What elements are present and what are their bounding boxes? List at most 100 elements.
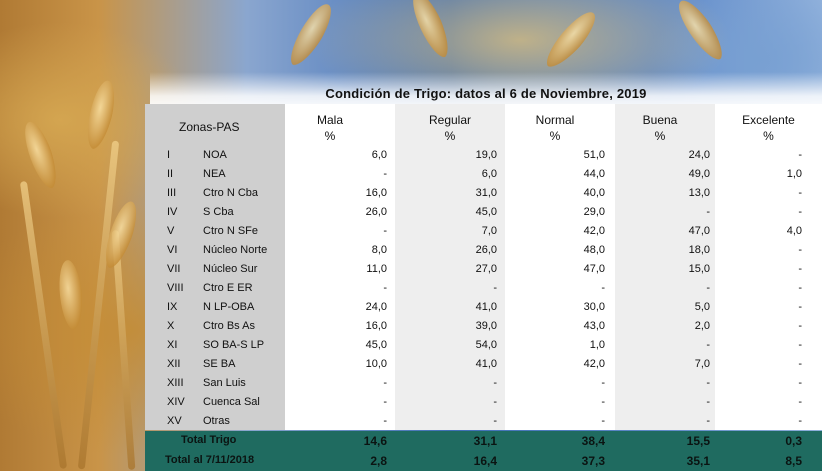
zone-number: VI [167, 244, 178, 256]
total-regular: 31,1 [473, 434, 497, 448]
header-buena: Buena % [615, 112, 705, 144]
total-buena: 15,5 [686, 434, 710, 448]
col-bg-regular [395, 104, 505, 430]
cell-buena: - [706, 339, 710, 351]
total-mala: 14,6 [363, 434, 387, 448]
cell-regular: - [493, 415, 497, 427]
table-row: XIV Cuenca Sal - - - - - [145, 393, 822, 412]
cell-regular: 31,0 [475, 187, 497, 199]
zone-name: Ctro N Cba [203, 187, 259, 199]
zone-name: Núcleo Sur [203, 263, 258, 275]
total-excelente: 0,3 [785, 434, 802, 448]
cell-regular: - [493, 282, 497, 294]
cell-normal: 48,0 [583, 244, 605, 256]
cell-excelente: 4,0 [786, 225, 802, 237]
cell-mala: 6,0 [371, 149, 387, 161]
header-label: Normal [535, 113, 575, 127]
cell-regular: 41,0 [475, 358, 497, 370]
zone-number: XIII [167, 377, 184, 389]
zone-name: SO BA-S LP [203, 339, 265, 351]
table-row: IV S Cba 26,0 45,0 29,0 - - [145, 203, 822, 222]
zone-name: Cuenca Sal [203, 396, 260, 408]
cell-normal: - [601, 396, 605, 408]
cell-mala: 10,0 [365, 358, 387, 370]
table-row: XV Otras - - - - - [145, 412, 822, 431]
cell-buena: - [706, 377, 710, 389]
col-bg-normal [505, 104, 615, 430]
table-row: I NOA 6,0 19,0 51,0 24,0 - [145, 146, 822, 165]
cell-mala: 24,0 [365, 301, 387, 313]
total-label: Total al 7/11/2018 [165, 454, 255, 466]
zone-name: Ctro E ER [203, 282, 253, 294]
zone-number: VIII [167, 282, 184, 294]
table-row: II NEA - 6,0 44,0 49,0 1,0 [145, 165, 822, 184]
zone-number: VII [167, 263, 181, 275]
header-mala: Mala % [285, 112, 375, 144]
zone-number: X [167, 320, 175, 332]
cell-buena: 24,0 [688, 149, 710, 161]
table-row: V Ctro N SFe - 7,0 42,0 47,0 4,0 [145, 222, 822, 241]
header-excelente: Excelente % [715, 112, 822, 144]
cell-normal: 44,0 [583, 168, 605, 180]
table-row: XIII San Luis - - - - - [145, 374, 822, 393]
zone-name: Ctro N SFe [203, 225, 259, 237]
zone-name: N LP-OBA [203, 301, 255, 313]
cell-mala: 16,0 [365, 187, 387, 199]
cell-mala: 8,0 [371, 244, 387, 256]
cell-mala: 11,0 [366, 263, 387, 275]
total-mala: 2,8 [370, 454, 387, 468]
total-normal: 37,3 [581, 454, 605, 468]
zone-name: Ctro Bs As [203, 320, 255, 332]
cell-buena: 7,0 [694, 358, 710, 370]
cell-excelente: - [798, 263, 802, 275]
header-label: Mala [316, 113, 343, 127]
zones-header: Zonas-PAS [179, 120, 240, 134]
cell-regular: 39,0 [475, 320, 497, 332]
page-title: Condición de Trigo: datos al 6 de Noviem… [325, 86, 647, 101]
total-buena: 35,1 [686, 454, 710, 468]
cell-excelente: - [798, 244, 802, 256]
zone-number: XI [167, 339, 178, 351]
cell-buena: 2,0 [694, 320, 710, 332]
cell-buena: 49,0 [688, 168, 710, 180]
table-row: IX N LP-OBA 24,0 41,0 30,0 5,0 - [145, 298, 822, 317]
cell-excelente: - [798, 206, 802, 218]
cell-mala: 16,0 [365, 320, 387, 332]
cell-mala: - [383, 168, 387, 180]
total-excelente: 8,5 [785, 454, 802, 468]
cell-excelente: - [798, 149, 802, 161]
cell-normal: 42,0 [583, 358, 605, 370]
zones-column-bg [145, 104, 285, 430]
cell-normal: - [601, 415, 605, 427]
cell-regular: - [493, 377, 497, 389]
cell-excelente: - [798, 377, 802, 389]
header-normal: Normal % [505, 112, 605, 144]
cell-normal: 51,0 [583, 149, 605, 161]
header-label: Regular [428, 113, 472, 127]
cell-excelente: - [798, 415, 802, 427]
header-unit: % [444, 129, 456, 143]
zone-number: IV [167, 206, 178, 218]
zone-name: SE BA [203, 358, 236, 370]
cell-mala: - [383, 225, 387, 237]
zone-number: III [167, 187, 177, 199]
cell-normal: 42,0 [583, 225, 605, 237]
cell-buena: 13,0 [688, 187, 710, 199]
zone-name: Otras [203, 415, 230, 427]
cell-normal: 40,0 [583, 187, 605, 199]
total-regular: 16,4 [473, 454, 497, 468]
cell-excelente: - [798, 282, 802, 294]
zone-number: V [167, 225, 175, 237]
cell-regular: 45,0 [475, 206, 497, 218]
table-row: VI Núcleo Norte 8,0 26,0 48,0 18,0 - [145, 241, 822, 260]
header-unit: % [654, 129, 666, 143]
zone-name: NEA [203, 168, 226, 180]
cell-normal: - [601, 282, 605, 294]
total-label: Total Trigo [181, 434, 237, 446]
zone-name: San Luis [203, 377, 246, 389]
table-row: VIII Ctro E ER - - - - - [145, 279, 822, 298]
cell-normal: 43,0 [583, 320, 605, 332]
zone-number: XV [167, 415, 182, 427]
header-label: Buena [642, 113, 678, 127]
col-bg-excelente [715, 104, 822, 430]
